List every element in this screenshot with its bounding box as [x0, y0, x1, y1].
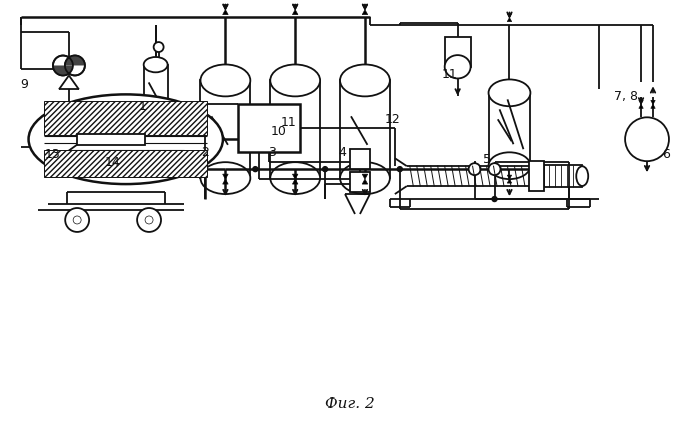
Circle shape: [625, 117, 669, 161]
Circle shape: [65, 208, 89, 232]
Bar: [44, 150, 207, 177]
Circle shape: [65, 56, 85, 75]
Polygon shape: [362, 5, 368, 10]
Text: 12: 12: [385, 113, 400, 126]
Bar: [77, 134, 145, 145]
Ellipse shape: [489, 79, 531, 106]
Polygon shape: [223, 10, 228, 15]
Text: 2: 2: [202, 146, 209, 159]
Ellipse shape: [340, 64, 390, 96]
Circle shape: [74, 216, 81, 224]
Wedge shape: [53, 65, 73, 75]
Text: 1: 1: [139, 100, 146, 113]
Text: 4: 4: [338, 146, 346, 159]
Ellipse shape: [144, 117, 167, 132]
Bar: [489, 93, 531, 166]
Wedge shape: [65, 56, 85, 65]
Polygon shape: [639, 100, 643, 104]
Bar: [545, 165, 582, 187]
Ellipse shape: [200, 64, 251, 96]
Circle shape: [468, 163, 481, 175]
Circle shape: [323, 167, 328, 172]
Ellipse shape: [29, 95, 223, 184]
Polygon shape: [651, 104, 655, 109]
Bar: [270, 81, 320, 178]
Text: 9: 9: [20, 78, 28, 91]
Bar: [200, 81, 251, 178]
Polygon shape: [508, 18, 512, 22]
Polygon shape: [293, 174, 298, 179]
Text: 13: 13: [45, 148, 61, 161]
Bar: [529, 161, 545, 191]
Ellipse shape: [444, 55, 470, 78]
Circle shape: [398, 167, 402, 172]
Text: 6: 6: [662, 148, 670, 161]
Bar: [44, 100, 207, 135]
Polygon shape: [293, 5, 298, 10]
Circle shape: [153, 42, 164, 52]
Polygon shape: [223, 179, 228, 184]
Polygon shape: [223, 5, 228, 10]
Text: 14: 14: [105, 156, 120, 169]
Circle shape: [145, 216, 153, 224]
Ellipse shape: [144, 57, 167, 73]
Polygon shape: [639, 104, 643, 109]
Circle shape: [137, 208, 161, 232]
Bar: [350, 149, 370, 169]
Circle shape: [492, 197, 497, 201]
Text: 5: 5: [482, 153, 491, 166]
Text: 10: 10: [270, 125, 286, 138]
Ellipse shape: [270, 64, 320, 96]
Polygon shape: [508, 14, 512, 18]
Polygon shape: [223, 174, 228, 179]
Text: 11: 11: [280, 116, 296, 129]
Polygon shape: [293, 179, 298, 184]
Bar: [144, 65, 167, 124]
Text: 7, 8: 7, 8: [614, 90, 638, 103]
Polygon shape: [293, 10, 298, 15]
Polygon shape: [651, 100, 655, 104]
Polygon shape: [362, 10, 368, 15]
Polygon shape: [508, 179, 512, 183]
Bar: [340, 81, 390, 178]
Text: 11: 11: [442, 68, 458, 81]
Text: Фиг. 2: Фиг. 2: [325, 397, 375, 411]
Polygon shape: [362, 179, 368, 184]
Ellipse shape: [489, 152, 531, 179]
Ellipse shape: [270, 162, 320, 194]
Ellipse shape: [340, 162, 390, 194]
Bar: [444, 36, 470, 67]
Bar: [350, 172, 370, 192]
Ellipse shape: [576, 166, 588, 186]
Text: 3: 3: [268, 146, 277, 159]
Circle shape: [253, 167, 258, 172]
Circle shape: [53, 56, 73, 75]
Ellipse shape: [200, 162, 251, 194]
Polygon shape: [508, 175, 512, 179]
Bar: [239, 104, 300, 152]
Polygon shape: [362, 174, 368, 179]
Circle shape: [489, 163, 500, 175]
